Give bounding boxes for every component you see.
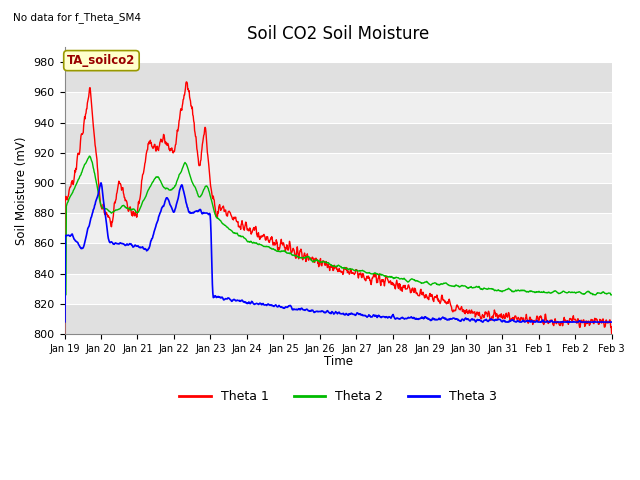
Bar — [65, 213, 612, 243]
Bar — [65, 183, 612, 213]
Legend: Theta 1, Theta 2, Theta 3: Theta 1, Theta 2, Theta 3 — [175, 385, 502, 408]
Bar — [65, 122, 612, 153]
X-axis label: Time: Time — [324, 355, 353, 368]
Bar — [65, 243, 612, 274]
Text: No data for f_Theta_SM4: No data for f_Theta_SM4 — [13, 12, 141, 23]
Y-axis label: Soil Moisture (mV): Soil Moisture (mV) — [15, 136, 28, 245]
Text: TA_soilco2: TA_soilco2 — [67, 54, 136, 67]
Bar — [65, 153, 612, 183]
Bar — [65, 304, 612, 334]
Title: Soil CO2 Soil Moisture: Soil CO2 Soil Moisture — [247, 24, 429, 43]
Bar — [65, 274, 612, 304]
Bar — [65, 62, 612, 92]
Bar — [65, 92, 612, 122]
